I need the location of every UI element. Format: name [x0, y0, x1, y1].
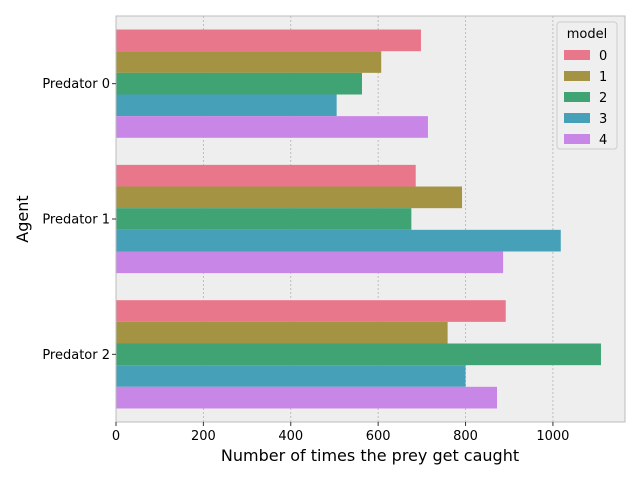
- bars: [116, 29, 601, 409]
- legend: model 0 1 2 3 4: [556, 21, 618, 150]
- legend-label-0: 0: [599, 49, 607, 64]
- y-tick-label: Predator 0: [42, 77, 110, 92]
- bar-0-model-3: [116, 94, 337, 117]
- bar-0-model-0: [116, 29, 421, 52]
- bar-1-model-1: [116, 186, 463, 209]
- bar-0-model-1: [116, 51, 382, 73]
- legend-swatch-3: [564, 113, 590, 123]
- x-tick-label: 800: [453, 429, 478, 444]
- bar-2-model-0: [116, 300, 506, 322]
- y-tick-label: Predator 2: [42, 348, 110, 363]
- legend-label-4: 4: [599, 133, 607, 148]
- legend-label-2: 2: [599, 91, 607, 106]
- x-axis-ticks: 0 200 400 600 800 1000: [112, 422, 569, 444]
- legend-swatch-2: [564, 92, 590, 102]
- bar-0-model-2: [116, 72, 362, 95]
- y-tick-label: Predator 1: [42, 213, 110, 228]
- x-tick-label: 1000: [536, 429, 569, 444]
- x-tick-label: 600: [366, 429, 391, 444]
- bar-1-model-2: [116, 208, 412, 230]
- bar-2-model-3: [116, 365, 466, 387]
- legend-label-3: 3: [599, 112, 607, 127]
- bar-2-model-2: [116, 343, 601, 366]
- legend-swatch-0: [564, 50, 590, 60]
- bar-0-model-4: [116, 116, 428, 138]
- bar-2-model-4: [116, 386, 497, 409]
- bar-2-model-1: [116, 321, 448, 344]
- x-tick-label: 400: [278, 429, 303, 444]
- y-axis-label: Agent: [13, 195, 32, 242]
- x-axis-label: Number of times the prey get caught: [221, 446, 519, 465]
- bar-1-model-4: [116, 251, 504, 274]
- x-tick-label: 0: [112, 429, 120, 444]
- legend-swatch-1: [564, 71, 590, 81]
- legend-label-1: 1: [599, 70, 607, 85]
- bar-1-model-3: [116, 229, 561, 252]
- legend-title: model: [567, 27, 607, 42]
- bar-1-model-0: [116, 164, 416, 187]
- x-tick-label: 200: [191, 429, 216, 444]
- y-axis-ticks: Predator 0 Predator 1 Predator 2: [42, 77, 116, 363]
- legend-swatch-4: [564, 134, 590, 144]
